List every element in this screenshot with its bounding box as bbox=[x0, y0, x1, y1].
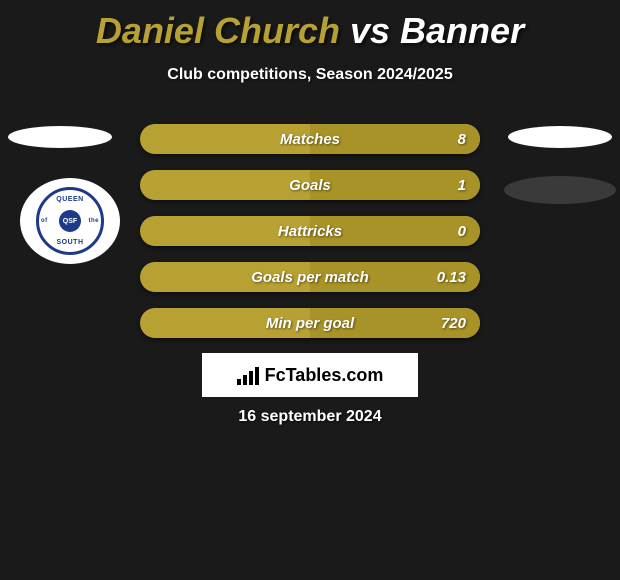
club-text-top: QUEEN bbox=[56, 196, 83, 203]
club-text-bottom: SOUTH bbox=[57, 239, 84, 246]
stat-row-matches: Matches 8 bbox=[140, 124, 480, 154]
stat-value: 0 bbox=[458, 223, 466, 240]
stat-row-mpg: Min per goal 720 bbox=[140, 308, 480, 338]
stat-label: Min per goal bbox=[266, 315, 354, 332]
stat-label: Hattricks bbox=[278, 223, 342, 240]
stats-container: Matches 8 Goals 1 Hattricks 0 Goals per … bbox=[140, 124, 480, 354]
stat-label: Matches bbox=[280, 131, 340, 148]
stat-label: Goals per match bbox=[251, 269, 369, 286]
stat-row-goals: Goals 1 bbox=[140, 170, 480, 200]
stat-bar-half bbox=[310, 170, 480, 200]
player2-club-placeholder bbox=[504, 176, 616, 204]
player1-club-logo: QUEEN SOUTH of the QSF bbox=[20, 178, 120, 264]
bars-icon bbox=[237, 365, 259, 385]
club-text-left: of bbox=[41, 218, 48, 224]
club-text-right: the bbox=[89, 218, 100, 224]
stat-value: 720 bbox=[441, 315, 466, 332]
branding-text: FcTables.com bbox=[265, 365, 384, 386]
stat-row-hattricks: Hattricks 0 bbox=[140, 216, 480, 246]
stat-value: 1 bbox=[458, 177, 466, 194]
stat-value: 8 bbox=[458, 131, 466, 148]
player2-photo-placeholder bbox=[508, 126, 612, 148]
date-text: 16 september 2024 bbox=[0, 408, 620, 426]
club-badge: QUEEN SOUTH of the QSF bbox=[36, 187, 104, 255]
vs-word: vs bbox=[350, 10, 390, 51]
subtitle: Club competitions, Season 2024/2025 bbox=[0, 66, 620, 84]
club-text-center: QSF bbox=[59, 210, 81, 232]
branding-box: FcTables.com bbox=[202, 353, 418, 397]
player1-name: Daniel Church bbox=[96, 10, 340, 51]
stat-value: 0.13 bbox=[437, 269, 466, 286]
page-title: Daniel Church vs Banner bbox=[0, 0, 620, 52]
stat-row-gpm: Goals per match 0.13 bbox=[140, 262, 480, 292]
player1-photo-placeholder bbox=[8, 126, 112, 148]
stat-label: Goals bbox=[289, 177, 331, 194]
player2-name: Banner bbox=[400, 10, 524, 51]
